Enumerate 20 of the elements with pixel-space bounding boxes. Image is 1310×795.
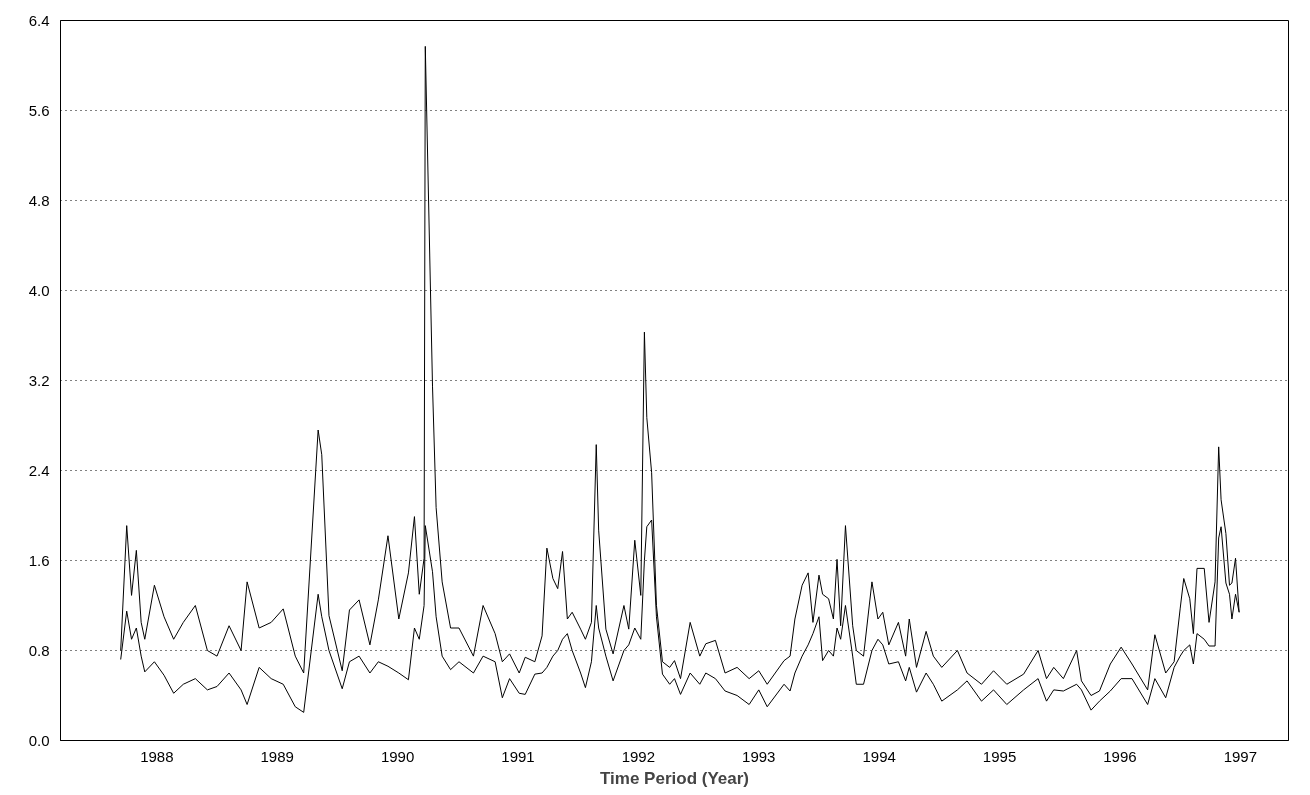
y-tick-label: 0.8 bbox=[28, 641, 50, 659]
y-tick-label: 2.4 bbox=[28, 461, 50, 479]
x-tick-label: 1996 bbox=[1103, 747, 1137, 765]
y-tick-label: 4.8 bbox=[28, 191, 50, 209]
x-tick-label: 1989 bbox=[260, 747, 294, 765]
y-tick-label: 5.6 bbox=[28, 101, 50, 119]
y-tick-label: 0.0 bbox=[28, 731, 50, 749]
y-tick-label: 1.6 bbox=[28, 551, 50, 569]
x-tick-label: 1993 bbox=[742, 747, 776, 765]
x-tick-label: 1991 bbox=[501, 747, 535, 765]
x-tick-label: 1995 bbox=[982, 747, 1017, 765]
x-tick-label: 1990 bbox=[380, 747, 415, 765]
x-axis-title: Time Period (Year) bbox=[600, 768, 749, 788]
y-tick-label: 6.4 bbox=[28, 11, 50, 29]
y-tick-label: 4.0 bbox=[28, 281, 50, 299]
x-tick-label: 1988 bbox=[140, 747, 174, 765]
y-tick-label: 3.2 bbox=[28, 371, 50, 389]
x-tick-label: 1994 bbox=[862, 747, 896, 765]
x-tick-label: 1992 bbox=[621, 747, 656, 765]
x-tick-label: 1997 bbox=[1223, 747, 1258, 765]
